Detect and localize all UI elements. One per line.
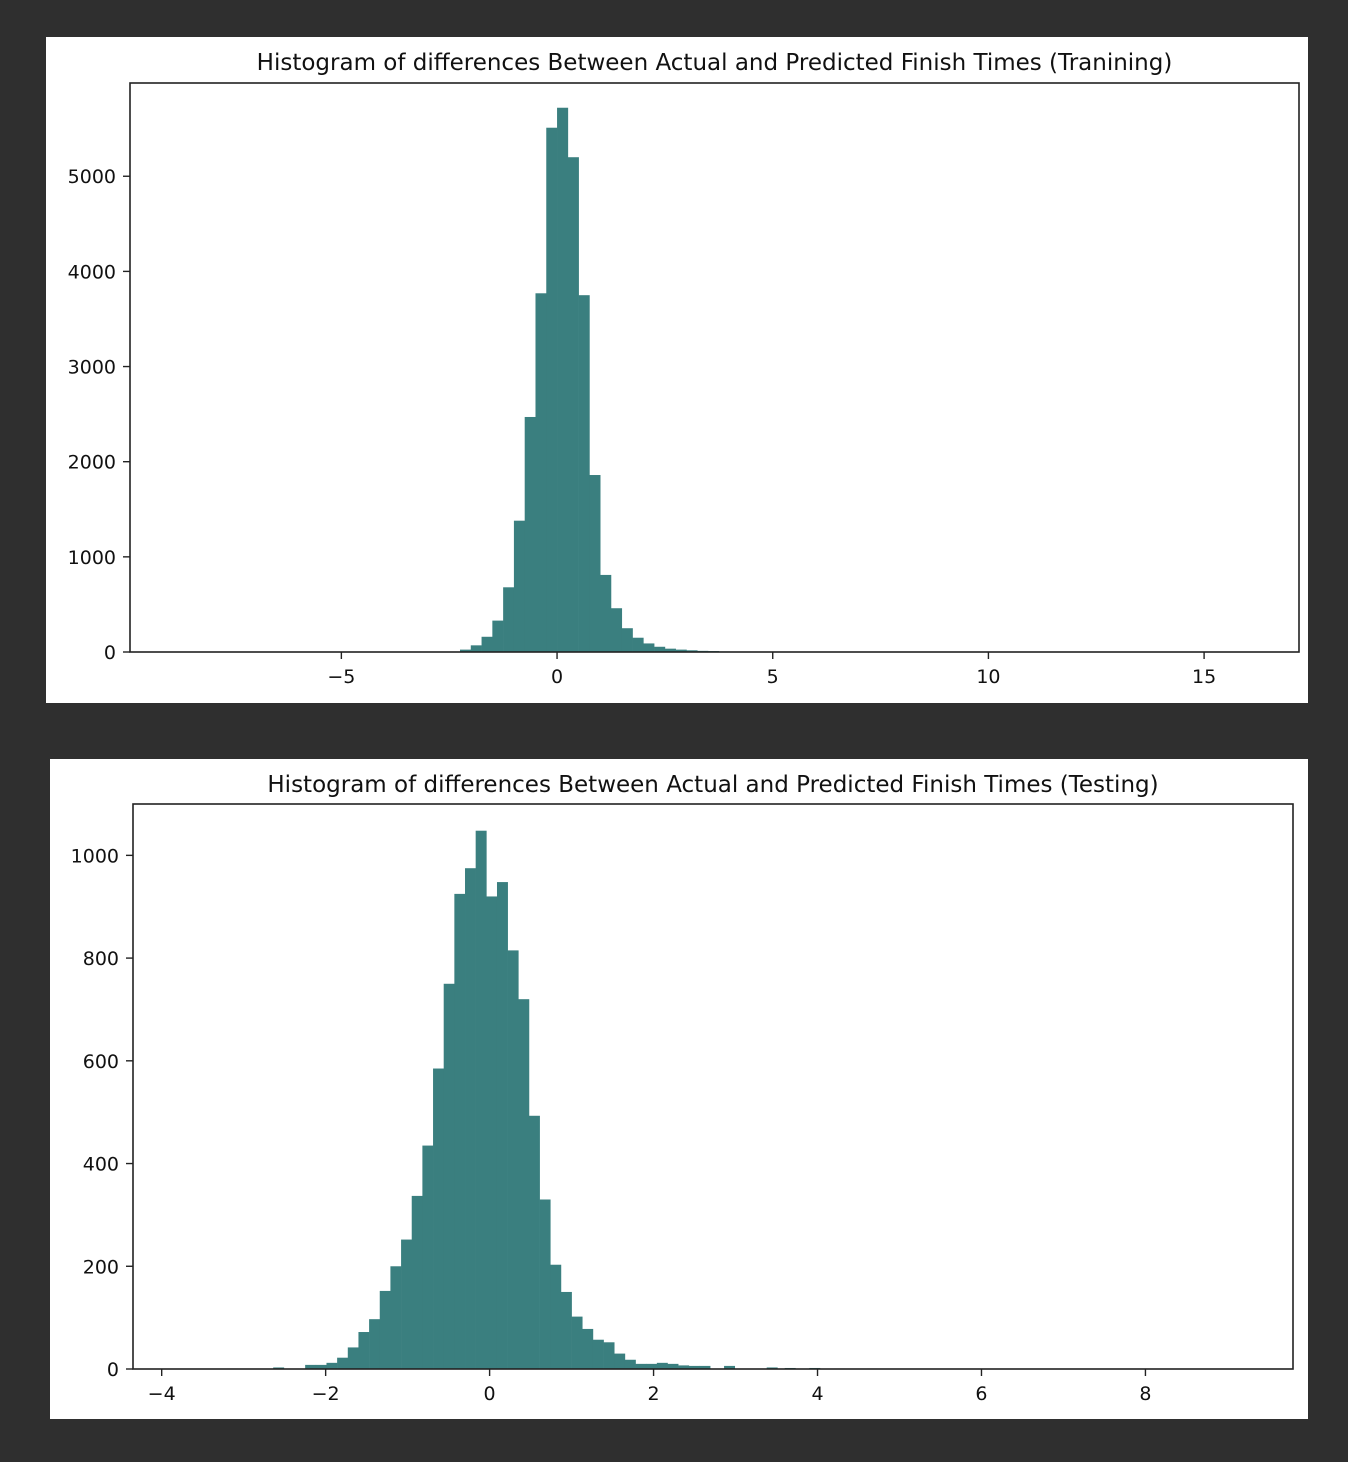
train-histogram-bar [535,293,547,652]
test-histogram-bar [369,1319,381,1369]
test-histogram-bar [337,1357,349,1369]
test-axes-frame [132,803,1294,1370]
test-y-tick-label: 600 [83,1051,119,1073]
train-histogram-bar [513,520,525,652]
train-histogram-bar [578,295,590,652]
train-histogram-bar [610,608,623,652]
test-histogram-bar [614,1353,626,1369]
test-histogram-bar [475,830,487,1369]
test-histogram-bar [528,1115,540,1369]
test-histogram-bar [635,1363,647,1369]
training-histogram-chart: Histogram of differences Between Actual … [68,50,1300,688]
train-histogram-bar [524,416,536,652]
test-y-tick-label: 0 [107,1359,119,1381]
test-x-tick-label: 4 [811,1383,823,1405]
test-histogram-bar [411,1195,423,1369]
train-histogram-bar [503,587,515,652]
train-histogram-bar [557,107,569,652]
test-histogram-bar [379,1290,391,1369]
test-histogram-bar [326,1362,338,1369]
test-x-tick-label: 6 [975,1383,987,1405]
train-y-tick-label: 0 [104,642,116,664]
train-histogram-bar [675,649,687,652]
train-histogram-bar [600,574,612,652]
train-y-tick-label: 1000 [68,547,116,569]
train-histogram-bar [632,637,644,652]
test-x-tick-label: −2 [312,1383,340,1405]
test-histogram-bar [358,1332,370,1369]
test-histogram-bar [699,1365,711,1369]
test-histogram-bar [433,1068,444,1369]
test-histogram-bar [347,1347,359,1369]
test-histogram-bar [305,1364,317,1369]
test-histogram-bar [486,896,498,1369]
train-histogram-bar [481,636,493,652]
test-bars [227,830,878,1370]
train-histogram-bar [470,645,482,652]
test-chart-title: Histogram of differences Between Actual … [267,772,1158,798]
test-histogram-bar [422,1145,434,1369]
training-histogram-panel: Histogram of differences Between Actual … [46,37,1308,703]
test-histogram-bar [724,1365,736,1369]
train-x-tick-label: 15 [1192,666,1216,688]
test-histogram-bar [390,1266,402,1369]
test-x-tick-label: 0 [484,1383,496,1405]
test-histogram-bar [624,1359,636,1369]
train-histogram-bar [664,648,676,652]
test-x-tick-label: 2 [648,1383,660,1405]
test-y-tick-label: 1000 [71,845,119,867]
test-histogram-bar [443,983,455,1369]
train-chart-title: Histogram of differences Between Actual … [257,50,1173,76]
test-histogram-bar [571,1316,583,1369]
test-y-tick-label: 800 [83,948,119,970]
test-histogram-bar [646,1363,658,1369]
test-histogram-bar [454,893,466,1369]
train-y-tick-label: 2000 [68,452,116,474]
train-x-tick-label: 0 [551,666,563,688]
train-x-tick-label: 5 [767,666,779,688]
test-histogram-bar [465,868,476,1369]
test-histogram-bar [560,1291,572,1369]
test-histogram-bar [518,999,530,1369]
train-y-tick-label: 4000 [68,261,116,283]
test-y-tick-label: 400 [83,1154,119,1176]
test-x-tick-label: −4 [148,1383,176,1405]
train-histogram-bar [459,649,472,652]
test-histogram-bar [582,1328,594,1369]
train-histogram-bar [621,628,633,652]
test-histogram-bar [667,1363,679,1369]
train-histogram-bar [589,475,601,652]
train-x-tick-label: 10 [976,666,1000,688]
test-histogram-bar [656,1362,668,1369]
train-x-tick-label: −5 [327,666,355,688]
train-histogram-bar [686,650,698,652]
testing-histogram-panel: Histogram of differences Between Actual … [50,759,1308,1419]
train-histogram-bar [643,643,655,652]
test-histogram-bar [315,1364,327,1369]
train-histogram-bar [546,127,558,653]
test-histogram-bar [401,1239,413,1369]
train-axes-frame [129,82,1300,653]
test-histogram-bar [539,1199,551,1369]
train-y-tick-label: 5000 [68,166,116,188]
test-histogram-bar [496,882,508,1369]
test-x-tick-label: 8 [1139,1383,1151,1405]
test-histogram-bar [550,1264,562,1369]
test-histogram-bar [603,1342,615,1369]
test-histogram-bar [688,1365,700,1369]
train-histogram-bar [654,646,666,652]
test-histogram-bar [592,1339,604,1369]
train-histogram-bar [492,620,504,652]
train-bars [459,107,752,653]
train-y-tick-label: 3000 [68,357,116,379]
test-histogram-bar [507,950,519,1369]
test-y-tick-label: 200 [83,1256,119,1278]
test-histogram-bar [678,1365,690,1369]
testing-histogram-chart: Histogram of differences Between Actual … [71,772,1294,1405]
train-histogram-bar [567,157,579,652]
